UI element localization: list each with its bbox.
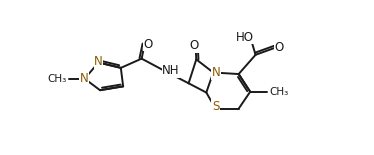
Text: HO: HO (236, 31, 254, 44)
Text: S: S (212, 100, 219, 113)
Text: NH: NH (162, 64, 180, 78)
Text: N: N (80, 72, 88, 85)
Text: O: O (143, 38, 153, 51)
Text: N: N (94, 55, 103, 68)
Text: CH₃: CH₃ (269, 87, 289, 97)
Text: O: O (275, 41, 284, 54)
Text: CH₃: CH₃ (48, 74, 67, 84)
Text: N: N (212, 66, 221, 79)
Text: O: O (189, 39, 199, 52)
